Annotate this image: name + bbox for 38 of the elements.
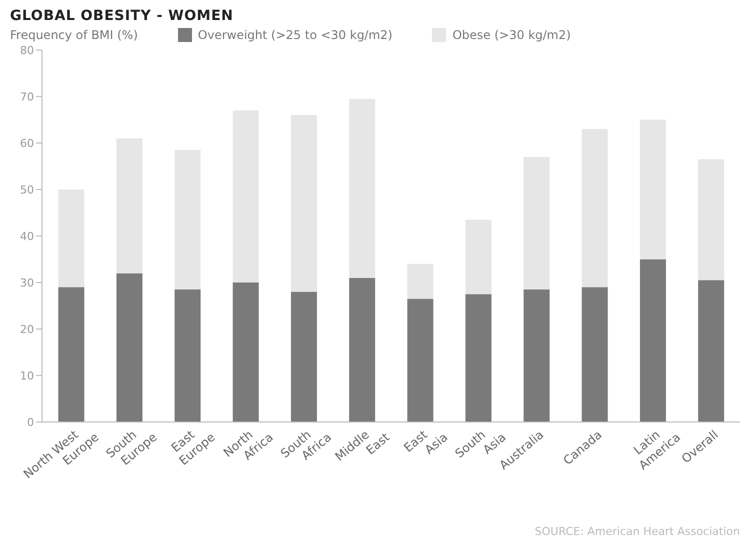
bar: [698, 280, 724, 422]
bar: [174, 150, 201, 290]
chart-title: GLOBAL OBESITY - WOMEN: [10, 8, 234, 24]
bar: [640, 120, 666, 260]
bar: [116, 138, 142, 274]
bar: [232, 282, 259, 422]
y-tick-label: 10: [20, 369, 34, 382]
source-note: SOURCE: American Heart Association: [534, 525, 740, 538]
bar: [290, 292, 317, 422]
bar: [524, 156, 550, 290]
bar: [174, 289, 201, 422]
bar: [232, 110, 259, 282]
y-tick-label: 80: [20, 44, 34, 57]
bar: [640, 259, 666, 422]
y-tick-label: 60: [20, 136, 34, 150]
bar: [407, 264, 434, 299]
y-tick-label: 40: [20, 230, 34, 243]
bar: [349, 98, 376, 278]
bar: [58, 287, 84, 422]
y-tick-label: 20: [20, 322, 34, 336]
bar: [116, 273, 142, 422]
y-tick-label: 30: [20, 276, 34, 290]
bar: [465, 294, 492, 422]
legend-label: Obese (>30 kg/m2): [451, 28, 571, 42]
bar: [582, 129, 608, 288]
bar: [290, 115, 317, 292]
legend-label: Overweight (>25 to <30 kg/m2): [196, 28, 392, 42]
y-tick-label: 0: [27, 416, 34, 429]
y-axis-title: Frequency of BMI (%): [10, 28, 138, 42]
y-tick-label: 50: [20, 183, 34, 196]
bar: [524, 289, 550, 422]
bar: [698, 159, 724, 280]
bar: [465, 220, 492, 294]
bar: [407, 298, 434, 422]
y-tick-label: 70: [20, 90, 34, 104]
bar: [58, 190, 84, 288]
bar: [349, 278, 376, 422]
bar: [582, 287, 608, 422]
